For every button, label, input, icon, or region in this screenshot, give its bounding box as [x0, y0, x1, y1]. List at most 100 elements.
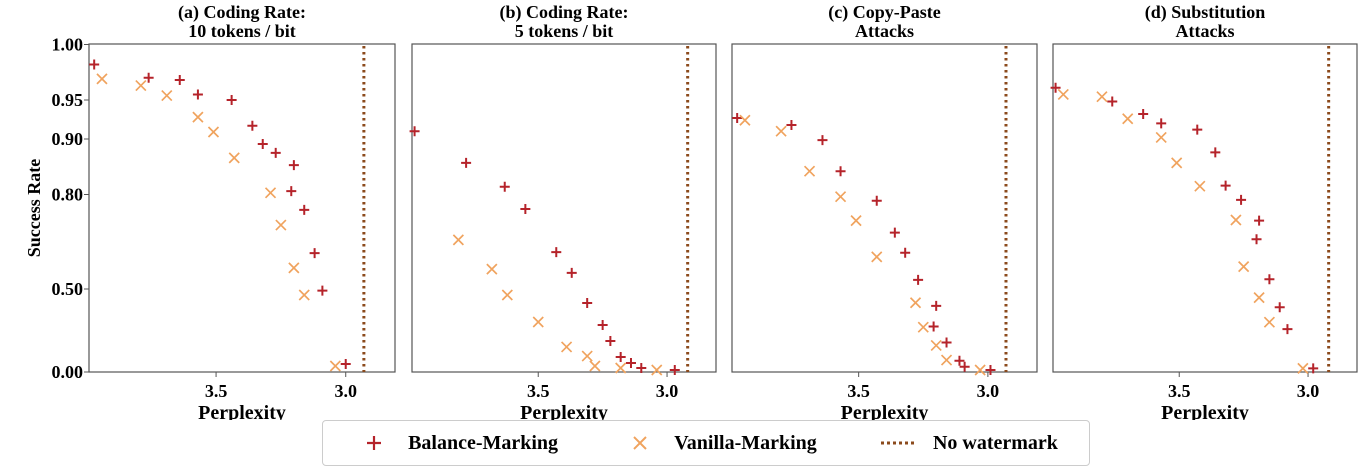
vanilla-marking-point [192, 111, 204, 123]
plus-marker-icon [354, 433, 394, 453]
panel-c-title: (c) Copy-Paste [828, 2, 940, 23]
balance-marking-point [1282, 324, 1293, 335]
balance-marking-point [615, 352, 626, 363]
balance-marking-point [786, 119, 797, 130]
x-tick-label: 3.5 [1168, 381, 1191, 401]
vanilla-marking-point [775, 125, 787, 137]
balance-marking-point [889, 227, 900, 238]
vanilla-marking-point [1194, 180, 1206, 192]
balance-marking-point [1264, 274, 1275, 285]
vanilla-marking-point [486, 263, 498, 275]
vanilla-marking-point [1122, 113, 1134, 125]
balance-marking-point [192, 89, 203, 100]
legend-label: Vanilla-Marking [674, 431, 817, 454]
vanilla-marking-point [850, 215, 862, 227]
balance-marking-point [409, 126, 420, 137]
balance-marking-point [143, 72, 154, 83]
x-tick-label: 3.0 [656, 381, 679, 401]
balance-marking-point [499, 181, 510, 192]
dotted-line-icon [879, 433, 919, 453]
legend: Balance-Marking Vanilla-Marking No water… [322, 420, 1090, 466]
vanilla-marking-point [1263, 316, 1276, 328]
balance-marking-point [288, 160, 299, 171]
x-tick-label: 3.0 [1297, 381, 1320, 401]
x-tick-label: 3.0 [334, 381, 357, 401]
balance-marking-point [1236, 194, 1247, 205]
y-axis-label: Success Rate [24, 159, 44, 257]
legend-item-vanilla: Vanilla-Marking [620, 432, 817, 455]
balance-marking-point [1220, 180, 1231, 191]
vanilla-marking-point [501, 289, 513, 301]
balance-marking-point [669, 365, 680, 376]
vanilla-marking-point [974, 364, 986, 376]
vanilla-marking-point [207, 126, 220, 138]
balance-marking-point [985, 365, 996, 376]
balance-marking-point [605, 335, 616, 346]
balance-marking-point [732, 112, 743, 123]
balance-marking-point [89, 59, 100, 70]
balance-marking-point [1210, 147, 1221, 158]
x-axis-label: Perplexity [520, 402, 608, 420]
balance-marking-point [270, 147, 281, 158]
balance-marking-point [257, 138, 268, 149]
balance-marking-point [461, 157, 472, 168]
balance-marking-point [309, 248, 320, 259]
balance-marking-point [597, 320, 608, 331]
panel-c-frame [731, 43, 1038, 373]
vanilla-marking-point [288, 262, 300, 274]
balance-marking-point [1192, 124, 1203, 135]
legend-item-balance: Balance-Marking [354, 432, 558, 455]
balance-marking-point [1251, 234, 1262, 245]
legend-item-no-watermark: No watermark [879, 432, 1058, 455]
y-tick-label: 0.00 [52, 362, 84, 382]
balance-marking-point [928, 321, 939, 332]
balance-marking-point [913, 274, 924, 285]
x-tick-label: 3.5 [205, 381, 228, 401]
balance-marking-point [941, 337, 952, 348]
balance-marking-point [1156, 118, 1167, 129]
balance-marking-point [317, 285, 328, 296]
vanilla-marking-point [1253, 292, 1265, 304]
vanilla-marking-point [96, 73, 108, 85]
vanilla-marking-point [581, 350, 593, 362]
panel-a-frame [88, 43, 396, 373]
vanilla-marking-point [329, 360, 341, 372]
vanilla-marking-point [651, 364, 663, 376]
balance-marking-point [636, 363, 647, 374]
vanilla-marking-point [532, 316, 544, 328]
balance-marking-point [835, 166, 846, 177]
balance-marking-point [931, 300, 942, 311]
panel-c-title: Attacks [855, 21, 914, 41]
chart-figure: (a) Coding Rate:10 tokens / bit 3.5 3.0 Per… [24, 2, 1358, 420]
vanilla-marking-point [1155, 131, 1167, 144]
vanilla-marking-point [1096, 91, 1108, 103]
panel-b-title: 5 tokens / bit [515, 21, 614, 41]
vanilla-marking-point [298, 289, 310, 301]
balance-marking-point [900, 247, 911, 258]
y-tick-label: 0.90 [52, 129, 84, 149]
vanilla-marking-point [940, 354, 953, 366]
balance-marking-point [286, 186, 297, 197]
vanilla-marking-point [135, 79, 147, 92]
balance-marking-point [226, 95, 237, 105]
x-tick-label: 3.5 [847, 381, 870, 401]
vanilla-marking-point [871, 251, 883, 263]
vanilla-marking-point [1297, 362, 1309, 374]
balance-marking-point [1274, 302, 1285, 313]
balance-marking-point [299, 204, 310, 215]
legend-label: No watermark [932, 431, 1058, 454]
panel-b-title: (b) Coding Rate: [500, 2, 629, 23]
vanilla-marking-point [452, 234, 464, 246]
panel-a-title: (a) Coding Rate: [178, 2, 306, 23]
balance-marking-point [1308, 363, 1319, 374]
balance-marking-point [954, 355, 965, 366]
x-marker-icon [620, 433, 660, 453]
vanilla-marking-point [615, 362, 627, 374]
balance-marking-point [871, 195, 882, 206]
x-axis-label: Perplexity [1161, 402, 1249, 420]
x-tick-label: 3.5 [527, 381, 550, 401]
vanilla-marking-point [560, 341, 573, 353]
balance-marking-point [959, 361, 970, 372]
vanilla-marking-point [930, 339, 942, 352]
balance-marking-point [340, 359, 351, 370]
